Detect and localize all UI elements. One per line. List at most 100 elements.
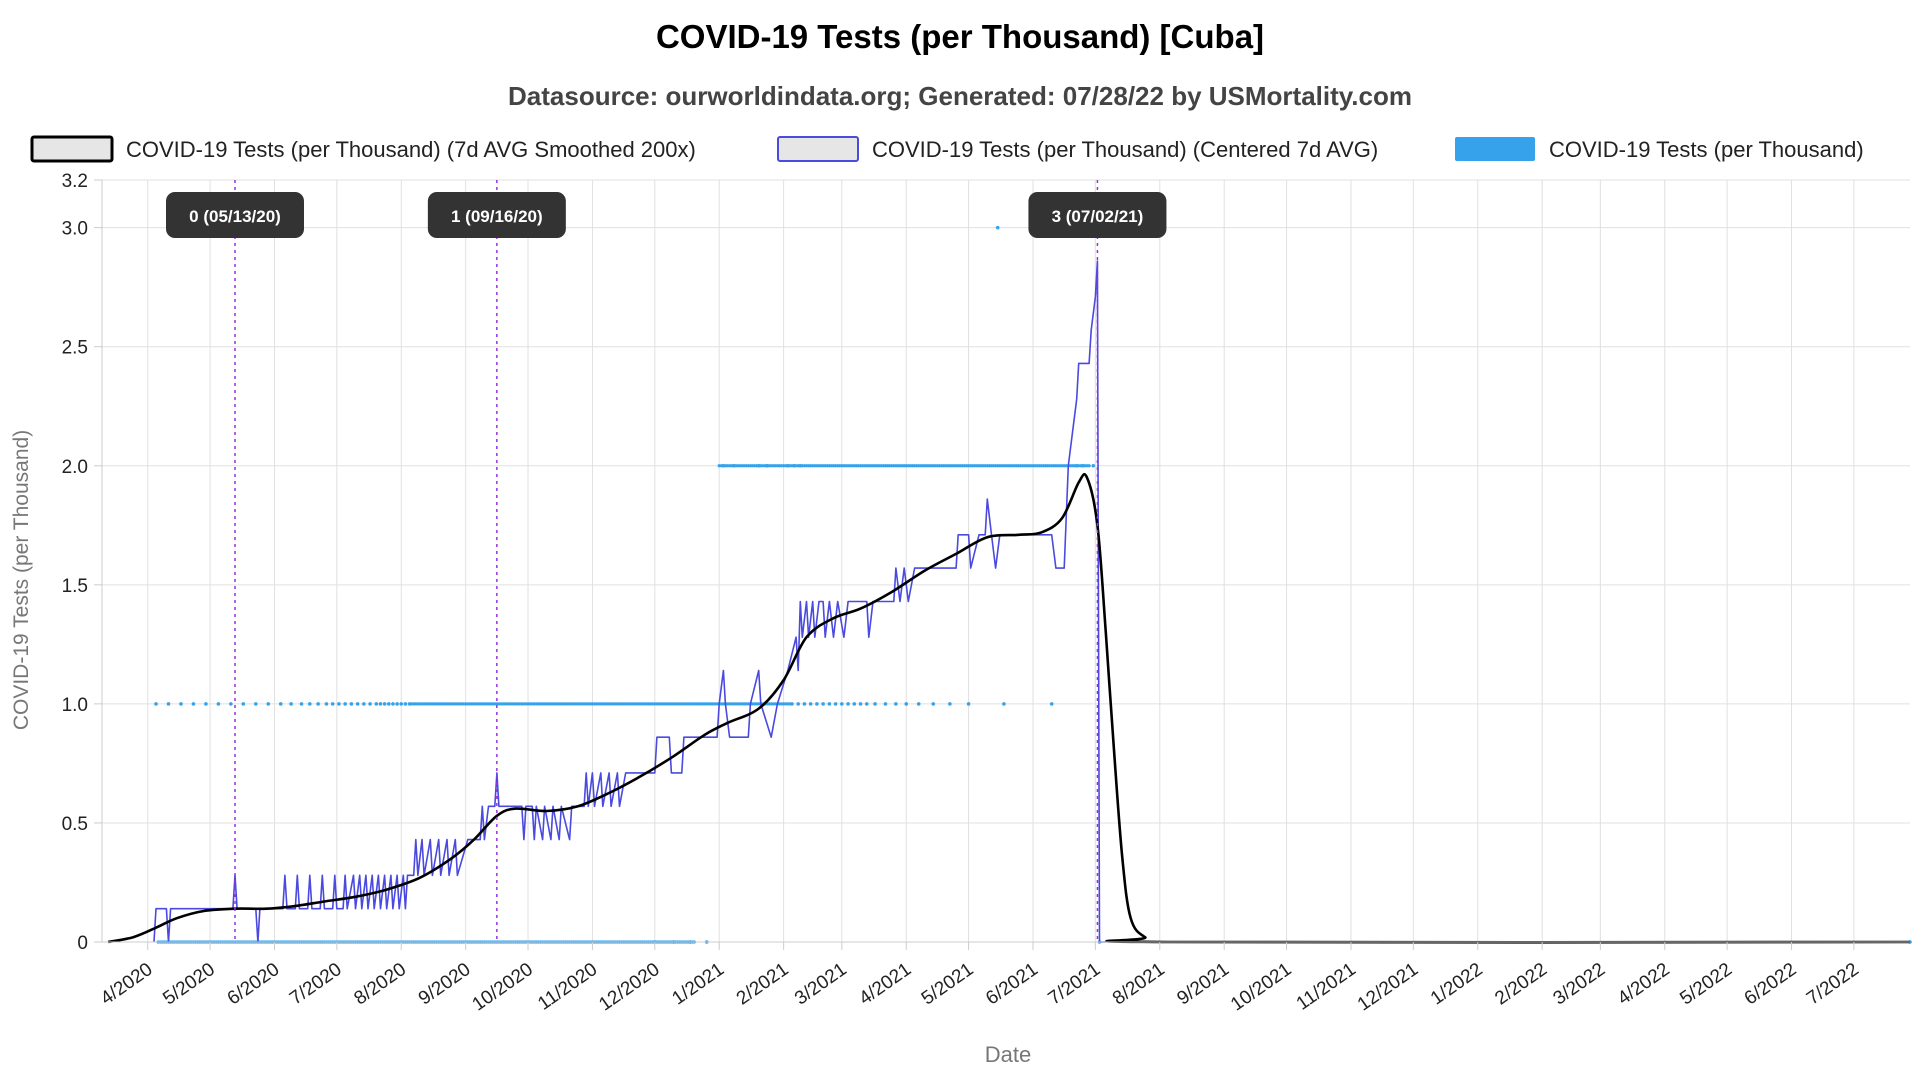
x-tick-label: 11/2021 [1293,959,1360,1015]
raw-point [721,463,726,468]
raw-point [873,702,877,706]
x-tick-label: 12/2021 [1354,959,1422,1016]
x-tick-label: 9/2021 [1173,959,1233,1010]
x-tick-label: 6/2022 [1741,959,1801,1010]
x-tick-label: 1/2021 [668,959,728,1010]
raw-point [833,702,838,706]
x-tick-label: 8/2021 [1109,959,1169,1010]
raw-point [731,463,736,468]
legend-label: COVID-19 Tests (per Thousand) (7d AVG Sm… [126,137,696,162]
raw-point [330,702,335,706]
raw-point [821,702,825,706]
x-tick-label: 9/2020 [415,959,475,1010]
x-tick-label: 4/2021 [855,959,915,1010]
legend-swatch [1455,137,1535,161]
x-tick-label: 4/2020 [97,959,157,1010]
legend-swatch [30,135,114,163]
raw-point [362,702,366,706]
raw-point [846,702,850,706]
x-tick-label: 10/2021 [1227,959,1295,1016]
grid-lines [102,179,1910,943]
y-tick-label: 0.5 [62,814,88,835]
raw-point [948,702,952,706]
raw-point [858,702,863,706]
smoothed-avg-line [107,472,1911,944]
y-axis: 0 0.5 1.0 1.5 2.0 2.5 3.0 3.2 [62,171,103,954]
raw-point [403,702,408,706]
annotation-box [427,192,566,238]
raw-point [337,702,341,706]
x-tick-label: 2/2022 [1491,959,1551,1010]
raw-point [1002,702,1006,706]
raw-point [355,702,360,706]
raw-point [1087,464,1091,468]
y-axis-label: COVID-19 Tests (per Thousand) [10,430,33,730]
y-tick-label: 0 [77,933,88,954]
x-tick-label: 4/2022 [1614,959,1674,1010]
raw-point [324,702,329,706]
raw-point [229,702,233,706]
raw-point [253,702,258,706]
raw-point [1074,463,1079,468]
y-tick-label: 3.0 [62,219,88,240]
x-tick-label: 2/2021 [733,959,793,1010]
raw-point [904,702,909,706]
raw-point [395,702,399,706]
raw-point [368,702,372,706]
centered-avg-line [153,260,1106,943]
x-tick-label: 5/2022 [1676,959,1736,1010]
legend-swatch [777,136,859,162]
raw-point [349,702,354,706]
chart-title: COVID-19 Tests (per Thousand) [Cuba] [656,18,1264,55]
raw-point [815,702,819,706]
raw-point [216,702,221,706]
raw-point [931,702,936,706]
raw-point [883,702,888,706]
x-tick-label: 5/2021 [918,959,978,1010]
raw-point [792,463,796,468]
y-tick-label: 2.0 [62,457,88,478]
raw-point [1049,702,1054,706]
raw-point [802,702,807,706]
x-tick-label: 8/2020 [350,959,410,1010]
annotation-label: 3 (07/02/21) [1052,207,1144,226]
raw-point [343,702,347,706]
x-tick-label: 12/2020 [595,959,663,1016]
raw-point [154,702,158,706]
x-tick-label: 7/2020 [286,959,346,1010]
raw-point [894,702,898,706]
x-tick-label: 5/2020 [159,959,219,1010]
y-tick-label: 1.0 [62,695,88,716]
legend-label: COVID-19 Tests (per Thousand) (Centered … [872,137,1378,162]
raw-point [382,702,387,706]
raw-point [840,702,844,706]
raw-point [278,702,283,706]
x-tick-label: 6/2021 [982,959,1042,1010]
raw-point [179,702,183,706]
raw-point [765,463,769,468]
raw-point [399,702,404,706]
annotation-label: 0 (05/13/20) [189,207,281,226]
raw-point [386,702,391,706]
raw-point [852,702,857,706]
annotation-label: 1 (09/16/20) [451,207,543,226]
raw-point [916,702,921,706]
chart-subtitle: Datasource: ourworldindata.org; Generate… [508,81,1412,111]
annotation-box [1028,192,1167,238]
raw-point [299,702,304,706]
raw-point [827,702,832,706]
x-tick-label: 7/2021 [1045,959,1105,1010]
raw-point [864,702,869,706]
raw-point [316,702,320,706]
raw-point [407,702,412,706]
raw-point [378,702,383,706]
raw-point [1091,463,1096,468]
x-tick-label: 10/2020 [469,959,537,1016]
raw-point [798,463,803,468]
raw-point [756,463,761,468]
raw-point [308,702,312,706]
raw-point [790,702,794,706]
x-tick-label: 11/2020 [534,959,601,1015]
legend-label: COVID-19 Tests (per Thousand) [1549,137,1864,162]
